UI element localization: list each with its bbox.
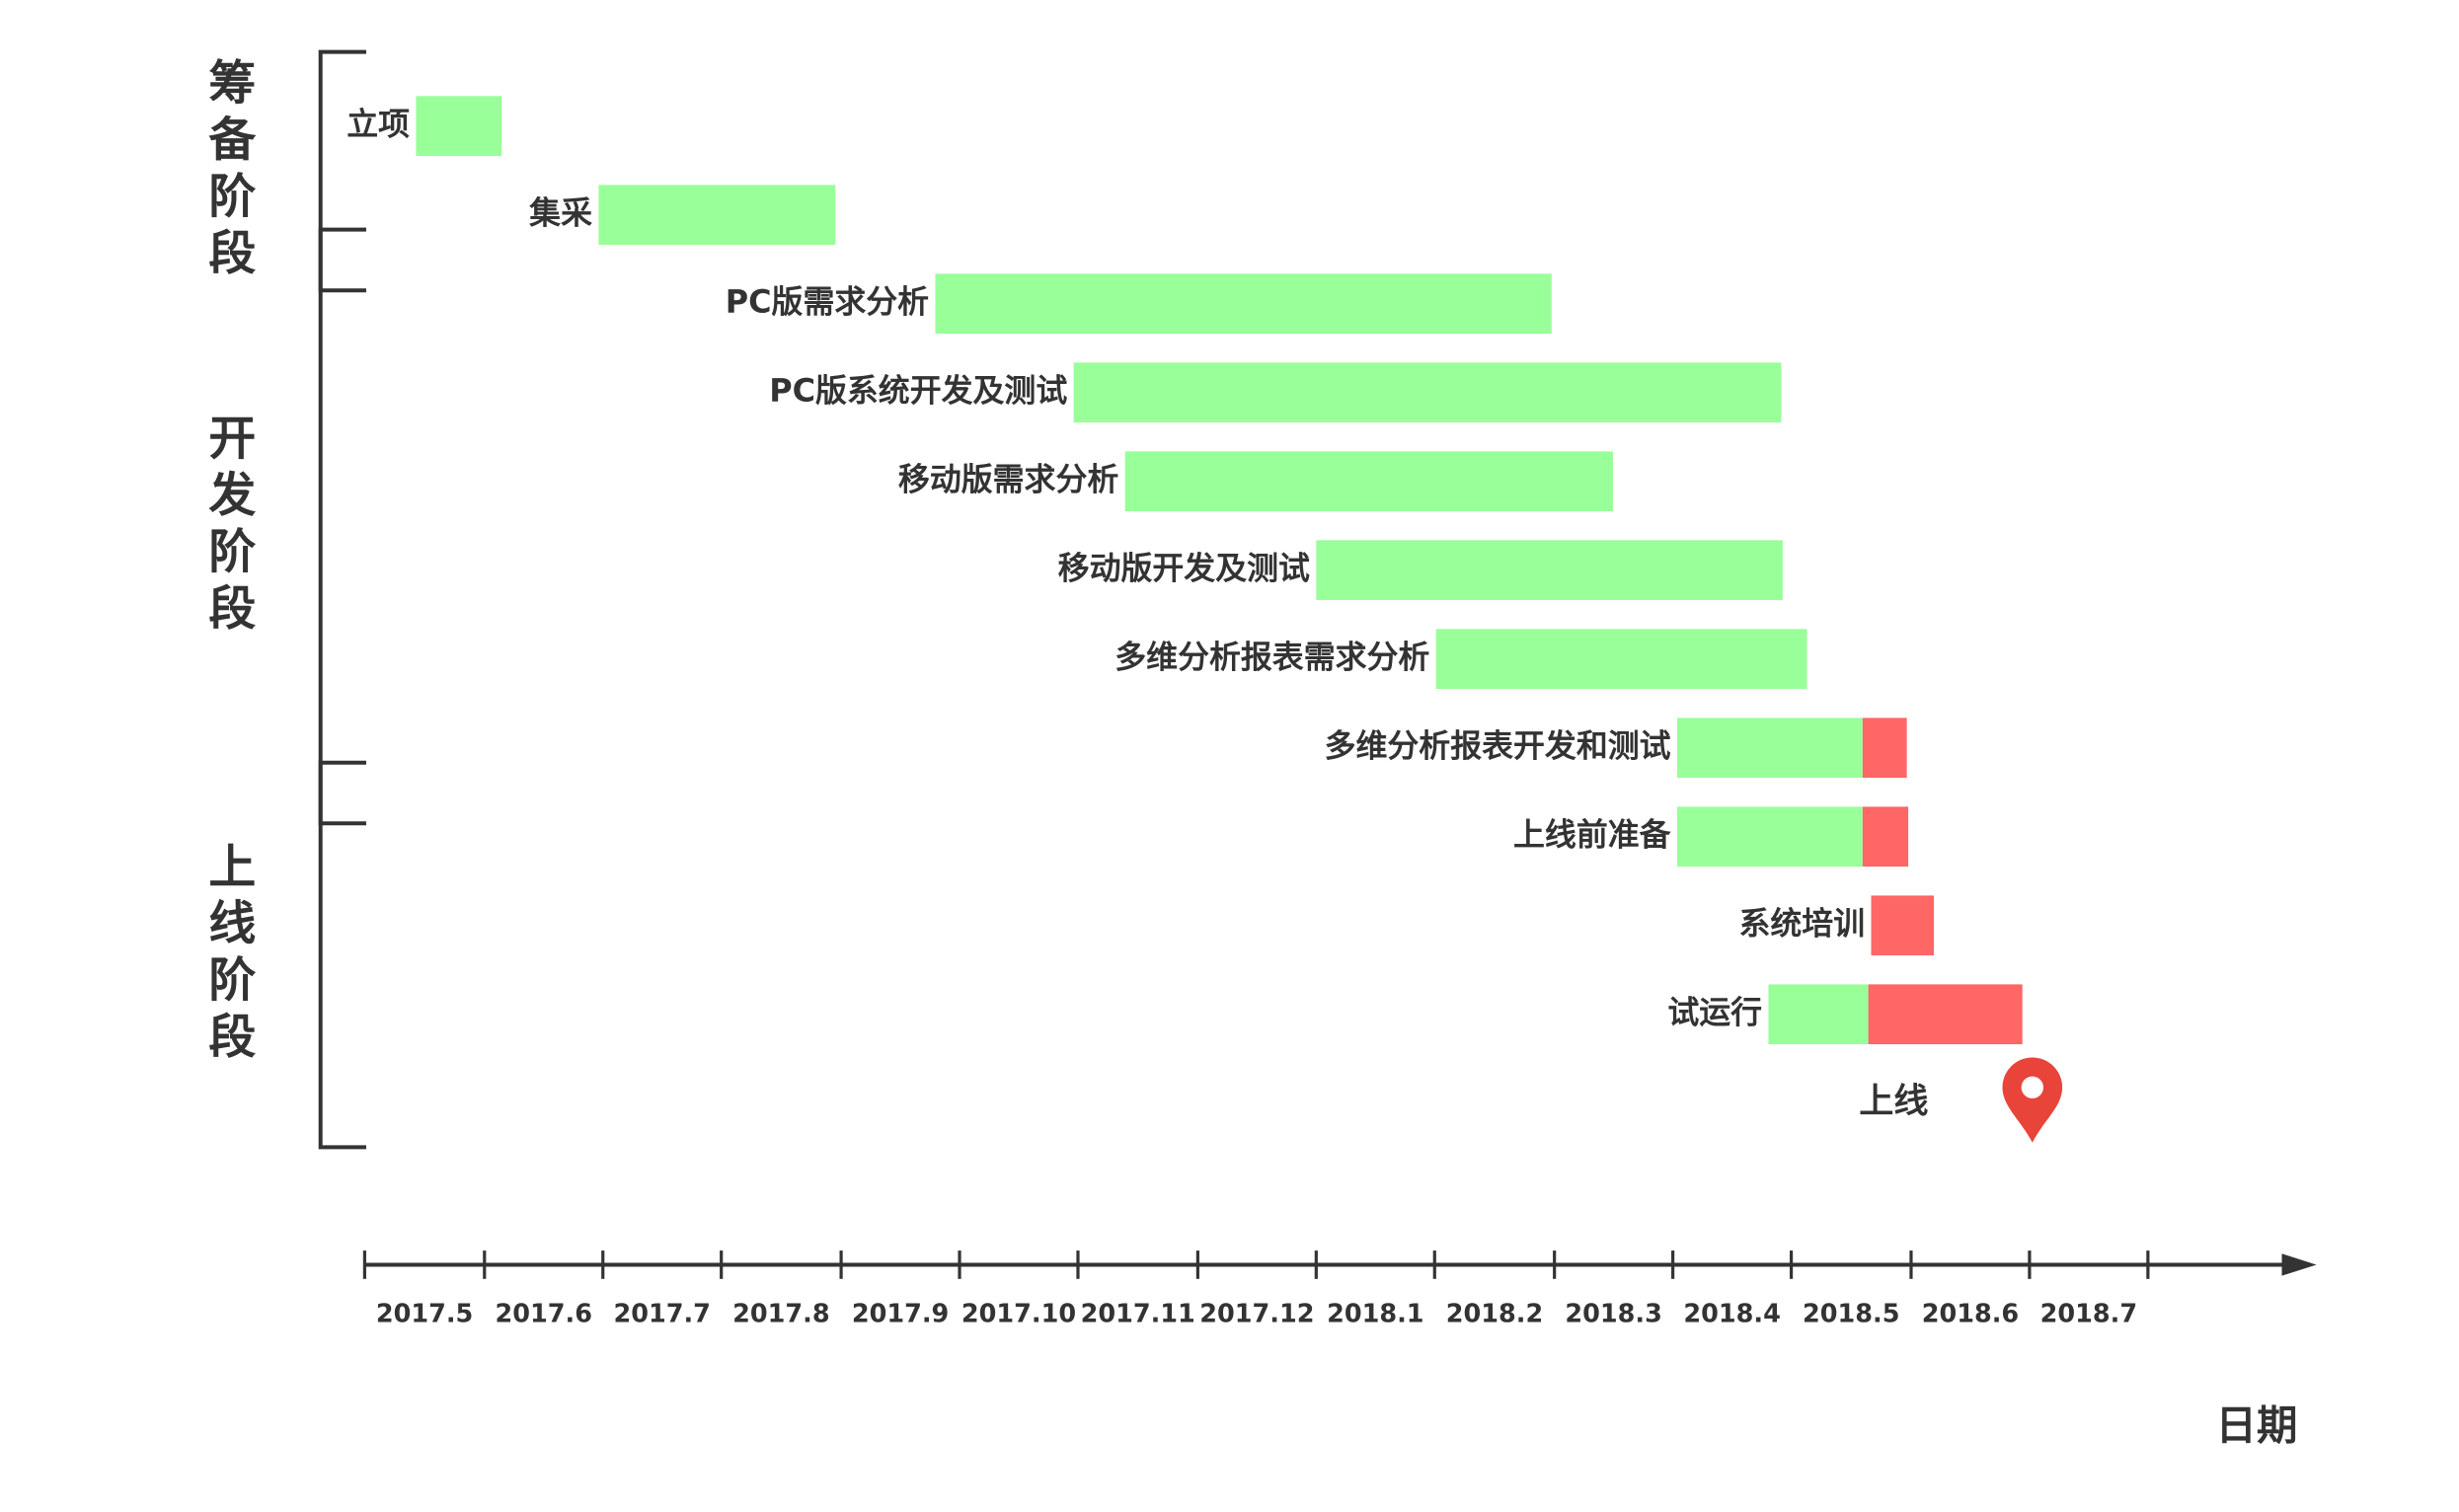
plan-bar bbox=[598, 185, 836, 245]
x-tick-label: 2017.9 bbox=[852, 1300, 949, 1329]
task-label: 立项 bbox=[346, 106, 410, 143]
x-tick-label: 2017.8 bbox=[732, 1300, 829, 1329]
x-tick-label: 2017.10 bbox=[961, 1300, 1076, 1329]
plan-bar bbox=[1124, 451, 1613, 512]
delay-bar bbox=[1862, 806, 1909, 868]
x-tick-label: 2017.7 bbox=[613, 1300, 710, 1329]
task-label: 移动版开发及测试 bbox=[1058, 550, 1310, 587]
task-label: PC版需求分析 bbox=[726, 283, 929, 321]
phase-label: 开发阶段 bbox=[199, 414, 256, 641]
plan-bar bbox=[1676, 718, 1863, 779]
phase-bracket bbox=[318, 49, 366, 293]
x-tick-label: 2018.4 bbox=[1683, 1300, 1780, 1329]
plan-bar bbox=[935, 273, 1552, 334]
milestone-dot bbox=[2021, 1076, 2043, 1098]
phase-label: 筹备阶段 bbox=[199, 58, 256, 285]
x-tick-label: 2018.5 bbox=[1803, 1300, 1899, 1329]
x-tick-label: 2017.6 bbox=[496, 1300, 592, 1329]
task-label: PC版系统开发及测试 bbox=[769, 372, 1067, 410]
x-tick-label: 2017.11 bbox=[1081, 1300, 1195, 1329]
x-tick-label: 2018.6 bbox=[1922, 1300, 2019, 1329]
plan-bar bbox=[1316, 540, 1783, 601]
task-label: 多维分析报表开发和测试 bbox=[1325, 727, 1671, 765]
x-tick-label: 2018.1 bbox=[1327, 1300, 1423, 1329]
phase-bracket bbox=[318, 760, 366, 1150]
delay-bar bbox=[1862, 718, 1907, 779]
phase-bracket bbox=[318, 227, 366, 826]
task-label: 上线前准备 bbox=[1513, 816, 1672, 854]
plan-bar bbox=[1768, 984, 1869, 1045]
plan-bar bbox=[1073, 362, 1782, 423]
task-label: 集采 bbox=[528, 194, 592, 232]
task-label: 系统培训 bbox=[1738, 905, 1865, 943]
plan-bar bbox=[1676, 806, 1863, 868]
task-label: 移动版需求分析 bbox=[898, 461, 1118, 498]
delay-bar bbox=[1871, 895, 1935, 956]
x-tick-label: 2018.3 bbox=[1565, 1300, 1661, 1329]
x-tick-label: 2017.12 bbox=[1199, 1300, 1314, 1329]
x-tick-label: 2017.5 bbox=[376, 1300, 473, 1329]
axis-arrow bbox=[2281, 1253, 2317, 1276]
plan-bar bbox=[1435, 629, 1807, 690]
plan-bar bbox=[416, 96, 502, 156]
milestone-label: 上线 bbox=[1859, 1082, 1928, 1122]
x-tick-label: 2018.7 bbox=[2040, 1300, 2137, 1329]
phase-label: 上线阶段 bbox=[199, 842, 256, 1069]
task-label: 试运行 bbox=[1667, 994, 1762, 1031]
x-tick-label: 2018.2 bbox=[1446, 1300, 1543, 1329]
delay-bar bbox=[1868, 984, 2023, 1045]
task-label: 多维分析报表需求分析 bbox=[1114, 639, 1429, 676]
milestone-marker bbox=[2002, 1057, 2063, 1143]
x-axis-label: 日期 bbox=[2215, 1400, 2297, 1449]
